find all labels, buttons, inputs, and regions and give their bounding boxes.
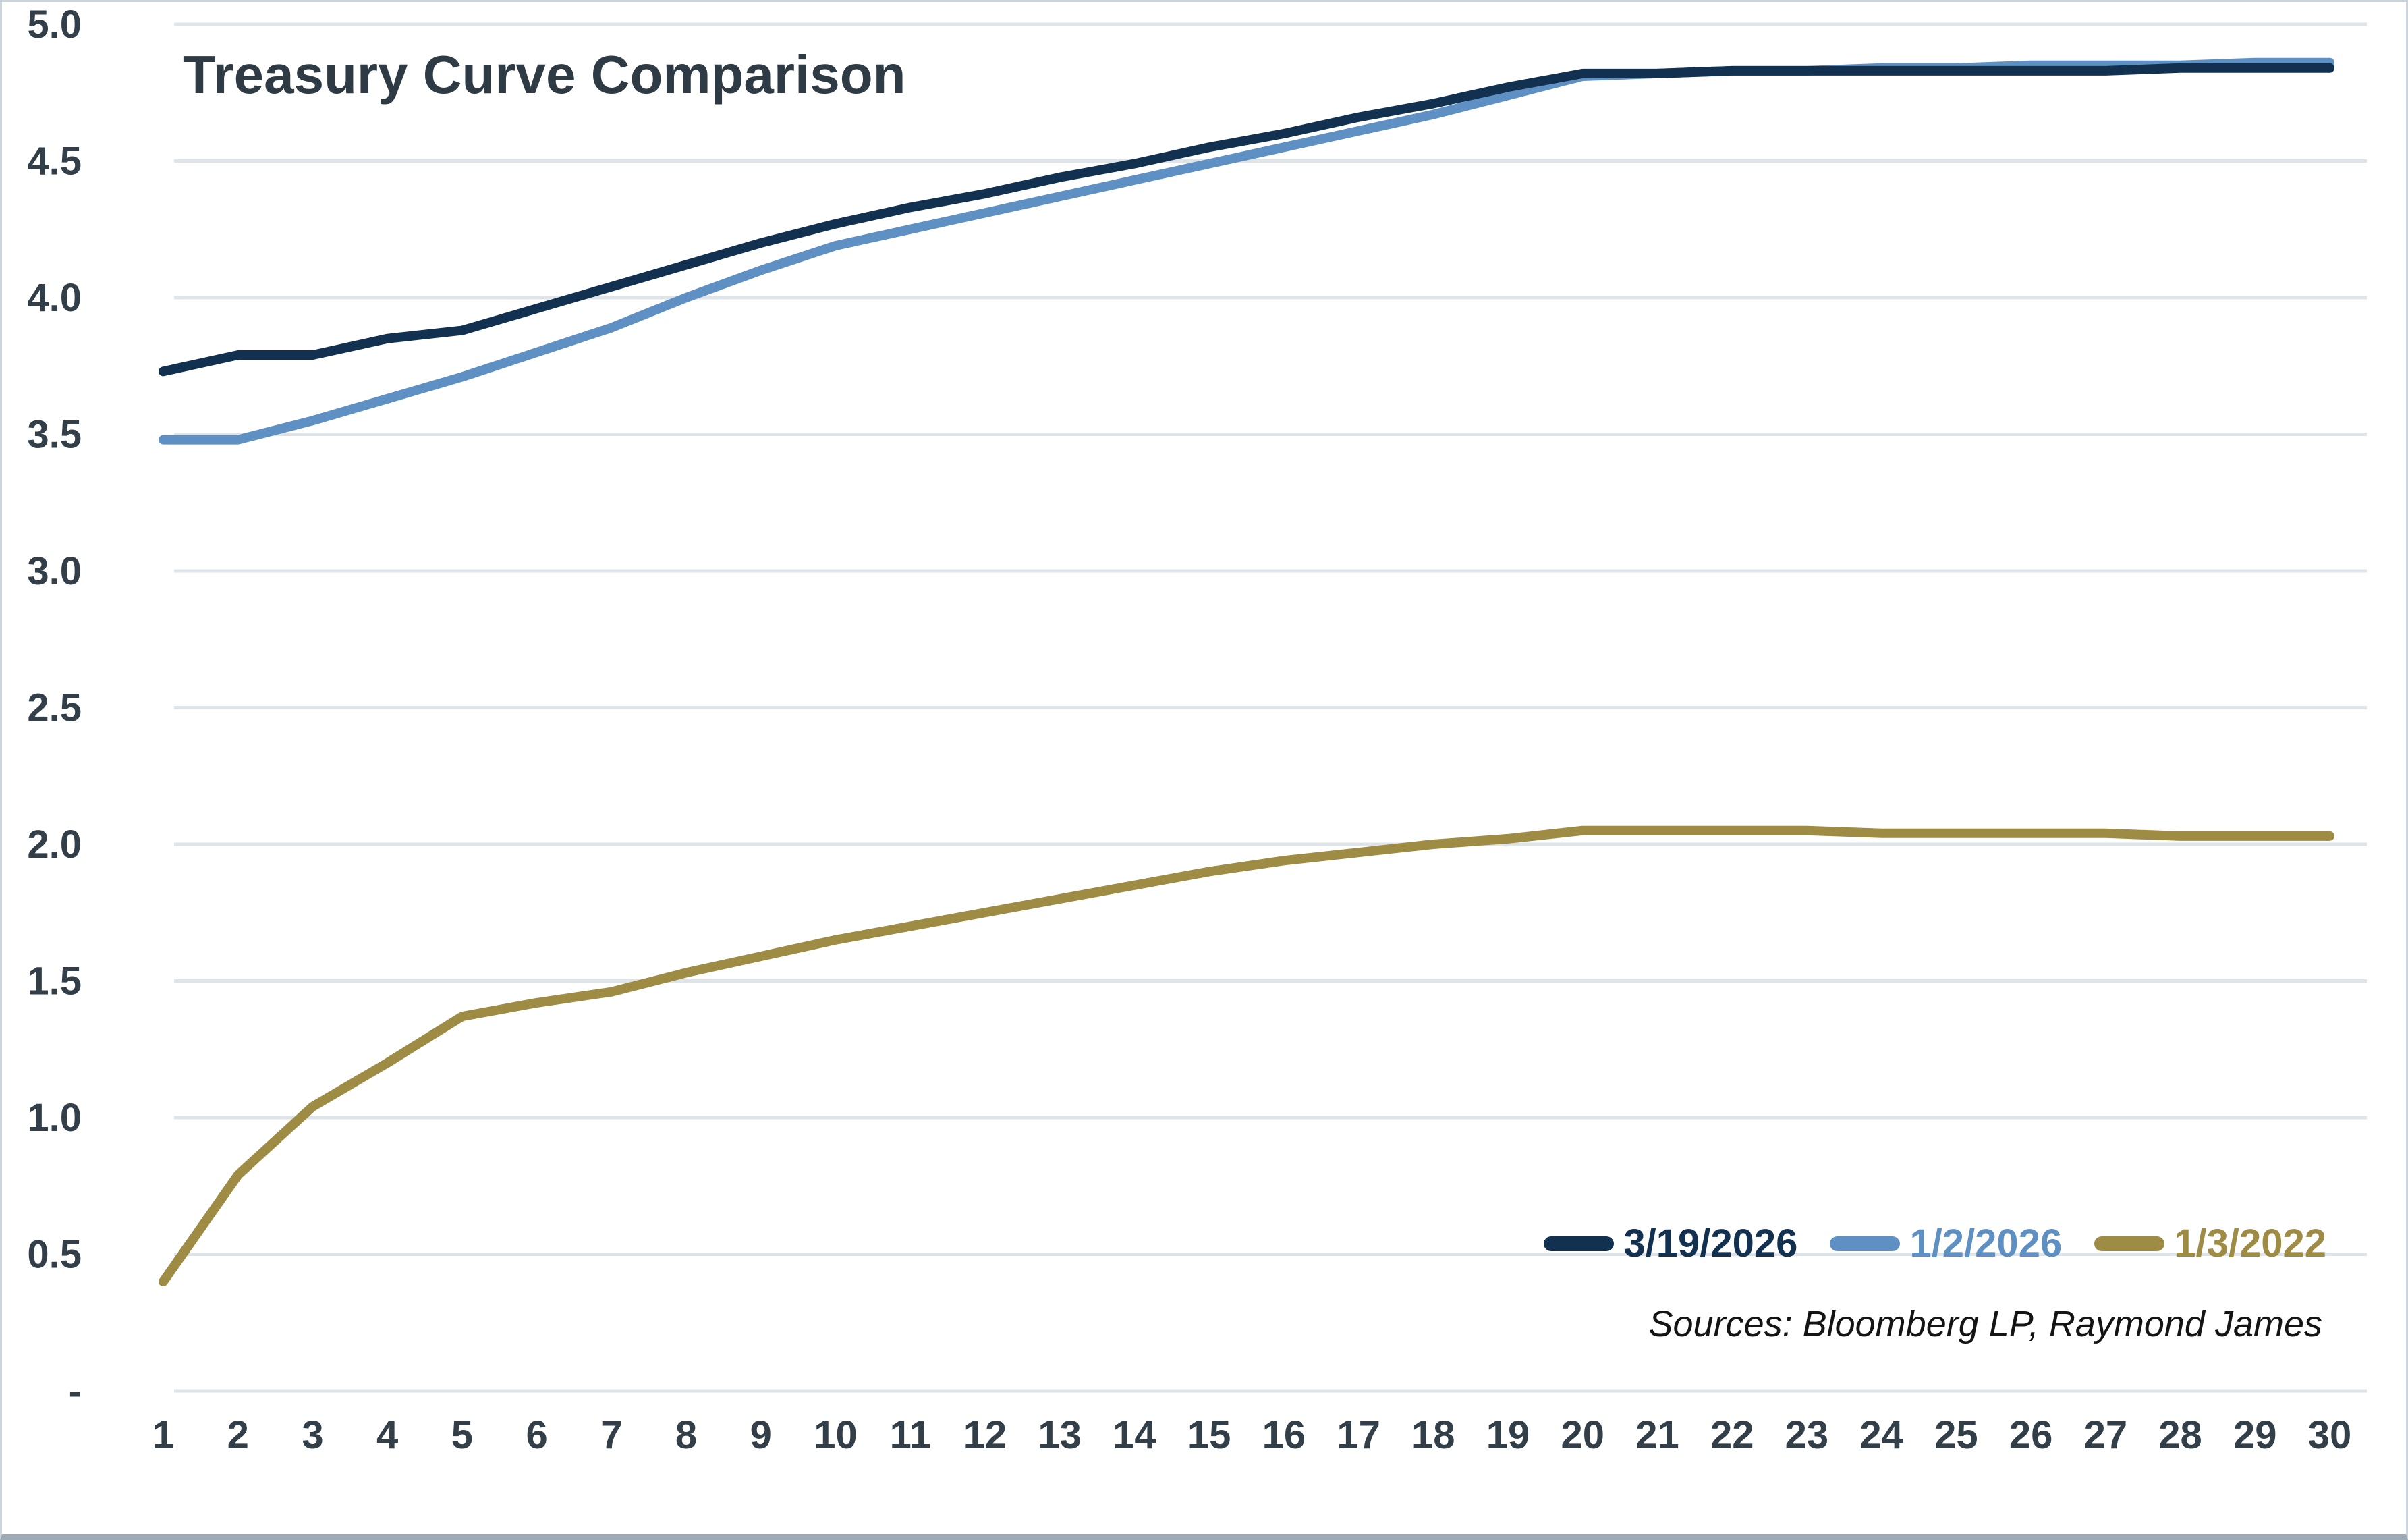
y-tick-label: 3.5 [27,413,82,457]
y-tick-label: - [69,1369,82,1413]
x-tick-label: 30 [2308,1413,2352,1457]
x-tick-label: 19 [1486,1413,1530,1457]
y-tick-label: 1.0 [27,1096,82,1140]
x-tick-label: 4 [376,1413,398,1457]
x-tick-label: 11 [890,1413,931,1457]
x-tick-label: 22 [1710,1413,1754,1457]
legend-label: 1/2/2026 [1909,1221,2063,1265]
x-tick-label: 23 [1785,1413,1829,1457]
x-tick-label: 12 [963,1413,1007,1457]
legend-item: 1/3/2022 [2094,1221,2326,1266]
x-tick-label: 29 [2233,1413,2277,1457]
x-tick-label: 10 [814,1413,858,1457]
x-tick-label: 7 [600,1413,622,1457]
x-tick-label: 18 [1411,1413,1455,1457]
y-tick-label: 2.0 [27,823,82,867]
x-tick-label: 5 [451,1413,473,1457]
y-tick-label: 1.5 [27,960,82,1003]
legend-swatch-blue-icon [1830,1236,1901,1251]
x-tick-label: 8 [675,1413,697,1457]
x-tick-label: 27 [2084,1413,2128,1457]
x-tick-label: 20 [1561,1413,1604,1457]
x-tick-label: 25 [1934,1413,1978,1457]
y-tick-label: 4.5 [27,140,82,184]
x-tick-label: 6 [526,1413,547,1457]
x-tick-label: 26 [2009,1413,2053,1457]
x-tick-label: 16 [1262,1413,1306,1457]
series-line-1-3-2022 [159,825,2334,1286]
x-tick-label: 3 [302,1413,323,1457]
x-tick-label: 15 [1187,1413,1231,1457]
x-tick-label: 28 [2158,1413,2202,1457]
legend-swatch-gold-icon [2094,1236,2165,1251]
y-tick-label: 0.5 [27,1233,82,1277]
legend-swatch-navy-icon [1544,1236,1615,1251]
x-tick-label: 17 [1337,1413,1380,1457]
chart-title: Treasury Curve Comparison [183,45,906,105]
x-tick-label: 9 [750,1413,772,1457]
legend-label: 1/3/2022 [2174,1221,2326,1265]
legend-label: 3/19/2026 [1623,1221,1798,1265]
legend-item: 1/2/2026 [1830,1221,2062,1266]
source-note: Sources: Bloomberg LP, Raymond James [1648,1304,2323,1344]
chart-legend: 3/19/2026 1/2/2026 1/3/2022 [1544,1221,2326,1266]
x-tick-label: 1 [152,1413,174,1457]
series-line-3-19-2026 [159,63,2334,377]
x-tick-label: 14 [1113,1413,1156,1457]
legend-item: 3/19/2026 [1544,1221,1797,1266]
x-tick-label: 13 [1038,1413,1082,1457]
y-tick-label: 4.0 [27,276,82,320]
y-tick-label: 5.0 [27,3,82,47]
x-tick-label: 2 [227,1413,249,1457]
series-line-1-2-2026 [159,57,2334,445]
x-tick-label: 21 [1635,1413,1679,1457]
x-tick-label: 24 [1859,1413,1903,1457]
y-tick-label: 3.0 [27,549,82,593]
y-tick-label: 2.5 [27,686,82,730]
